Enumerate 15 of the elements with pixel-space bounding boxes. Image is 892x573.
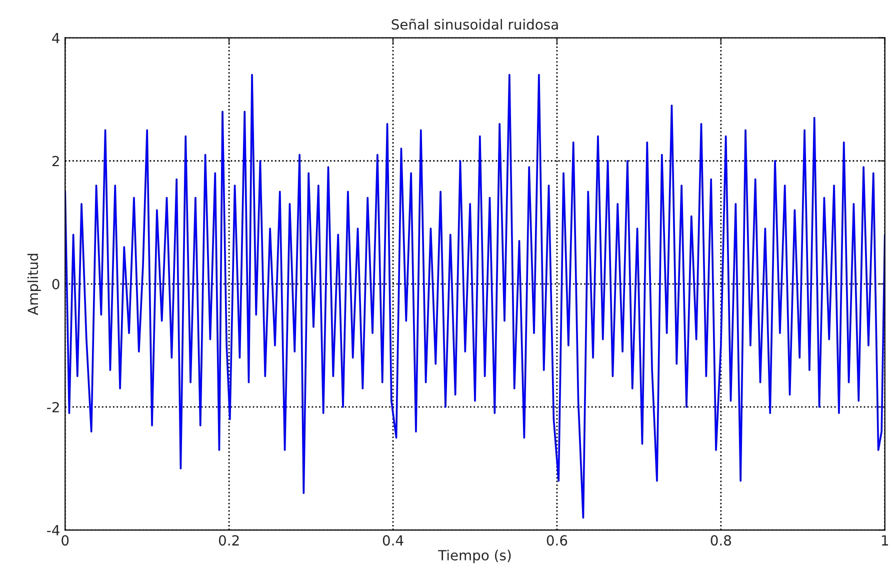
y-tick-label: 0 [52, 278, 60, 290]
y-tick-label: 4 [52, 32, 60, 44]
x-tick-label: 0.6 [546, 535, 568, 546]
x-tick-label: 0.8 [710, 535, 732, 546]
x-tick-label: 0.4 [382, 535, 404, 546]
x-tick-label: 0 [62, 535, 69, 546]
line-series [65, 74, 885, 519]
x-tick-label: 1 [882, 535, 888, 546]
x-axis-title: Tiempo (s) [438, 550, 511, 564]
x-tick-label: 0.2 [218, 535, 239, 546]
y-tick-label: -2 [47, 402, 59, 412]
chart-title: Señal sinusoidal ruidosa [392, 18, 558, 30]
y-axis-title: Amplitud [27, 254, 41, 316]
y-tick-label: -4 [47, 525, 60, 536]
y-tick-label: 2 [52, 156, 59, 166]
